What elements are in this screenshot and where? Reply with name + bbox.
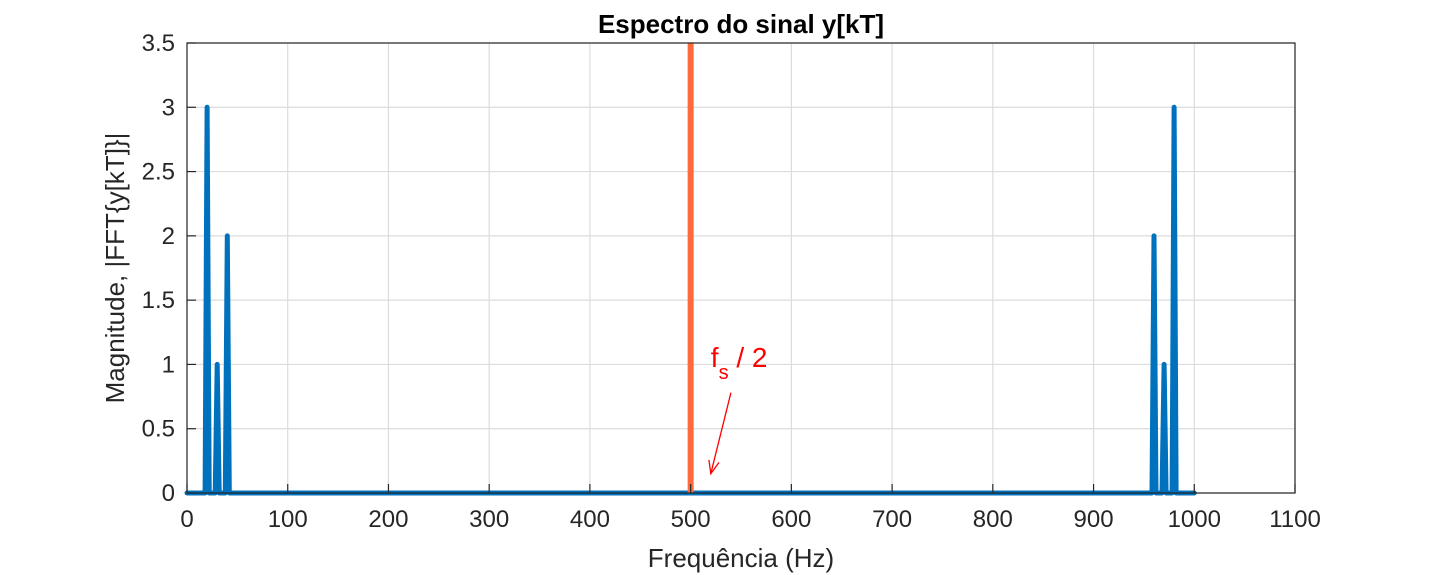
x-tick-label: 600	[771, 506, 811, 533]
y-tick-label: 0.5	[142, 416, 175, 443]
x-tick-label: 500	[671, 506, 711, 533]
x-tick-label: 900	[1074, 506, 1114, 533]
y-tick-label: 2.5	[142, 159, 175, 186]
x-tick-label: 200	[368, 506, 408, 533]
x-tick-label: 800	[973, 506, 1013, 533]
x-tick-label: 300	[469, 506, 509, 533]
axis-ticks: 0 100 200 300 400 500 600 700 800 900 1000 1100 0 0.5…	[142, 30, 1321, 533]
plot-area	[187, 43, 1295, 493]
y-axis-label: Magnitude, |FFT{y[kT]}|	[100, 133, 130, 404]
y-tick-label: 3	[162, 94, 175, 121]
chart-title: Espectro do sinal y[kT]	[598, 9, 884, 39]
x-tick-label: 400	[570, 506, 610, 533]
x-tick-label: 1000	[1168, 506, 1221, 533]
x-tick-label: 0	[180, 506, 193, 533]
annotation-label: fs / 2	[711, 342, 768, 384]
nyquist-annotation: fs / 2	[708, 342, 768, 476]
x-axis-label: Frequência (Hz)	[648, 543, 834, 573]
y-tick-label: 0	[162, 480, 175, 507]
y-tick-label: 3.5	[142, 30, 175, 57]
annotation-arrow-shaft	[710, 392, 732, 474]
x-tick-label: 700	[872, 506, 912, 533]
x-tick-label: 100	[268, 506, 308, 533]
x-tick-label: 1100	[1269, 506, 1321, 533]
y-tick-label: 1.5	[142, 287, 175, 314]
annotation-arrow-head	[708, 459, 720, 476]
plot-frame	[186, 42, 1296, 494]
y-tick-label: 1	[162, 351, 175, 378]
y-tick-label: 2	[162, 223, 175, 250]
